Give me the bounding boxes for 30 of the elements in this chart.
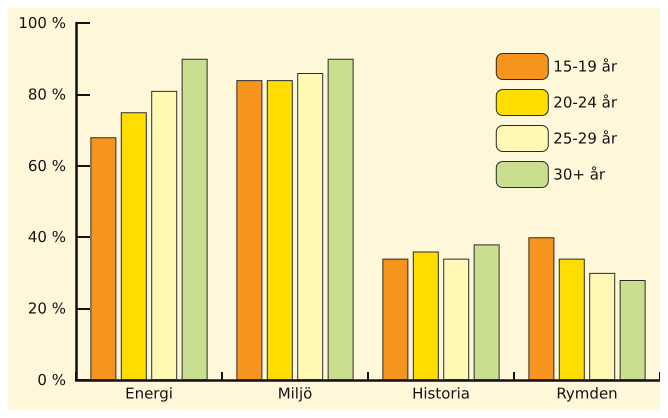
- legend-label: 30+ år: [553, 166, 606, 184]
- bar: [236, 80, 262, 380]
- bar: [620, 280, 646, 380]
- y-tick-label: 100 %: [18, 14, 66, 32]
- bar: [297, 72, 324, 380]
- bar: [412, 251, 439, 380]
- x-tick-label: Rymden: [556, 384, 618, 402]
- legend-label: 15-19 år: [553, 58, 618, 76]
- bar: [528, 237, 554, 380]
- bar: [182, 58, 208, 380]
- bar: [266, 80, 293, 380]
- bar: [90, 137, 116, 380]
- bar: [382, 258, 408, 380]
- y-tick-label: 20 %: [28, 300, 66, 318]
- bar: [443, 258, 470, 380]
- bar: [589, 272, 616, 380]
- y-tick-label: 0 %: [37, 371, 66, 389]
- x-tick-label: Miljö: [278, 384, 312, 402]
- y-tick-label: 60 %: [28, 156, 66, 175]
- bar: [474, 244, 500, 380]
- x-tick-label: Historia: [412, 384, 470, 402]
- y-tick-label: 80 %: [28, 85, 66, 104]
- legend-label: 25-29 år: [553, 130, 618, 148]
- y-tick-label: 40 %: [28, 228, 66, 246]
- legend-label: 20-24 år: [553, 94, 618, 112]
- bar: [328, 58, 354, 380]
- bar: [151, 90, 178, 380]
- x-tick-label: Energi: [125, 384, 173, 402]
- bar: [120, 112, 147, 380]
- bar: [558, 258, 585, 380]
